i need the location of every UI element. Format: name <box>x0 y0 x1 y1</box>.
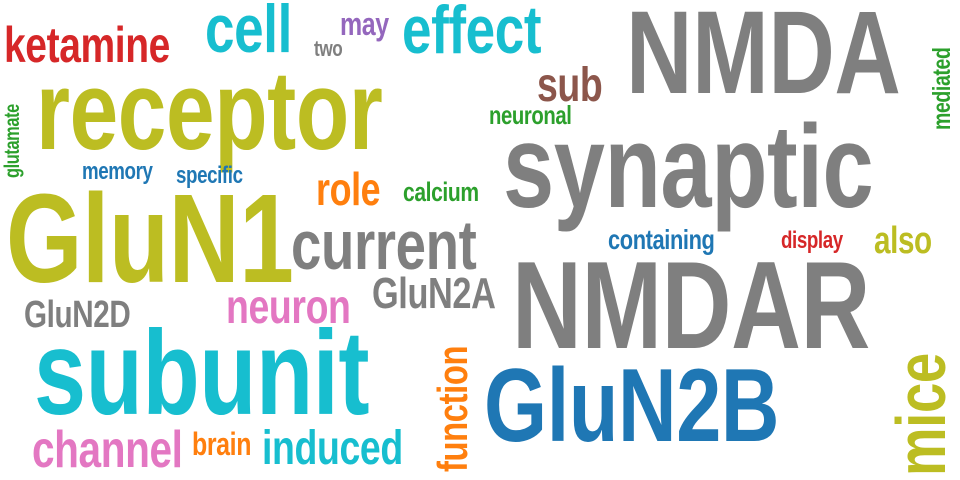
word-may: may <box>340 6 389 42</box>
word-two: two <box>314 36 343 61</box>
word-mediated: mediated <box>928 47 956 130</box>
word-glutamate: glutamate <box>1 104 24 178</box>
word-glun2d: GluN2D <box>24 294 131 336</box>
word-ketamine: ketamine <box>4 17 170 73</box>
word-sub: sub <box>537 59 603 112</box>
word-neuron: neuron <box>226 281 351 334</box>
word-effect: effect <box>402 0 542 68</box>
word-neuronal: neuronal <box>489 100 572 130</box>
word-also: also <box>874 220 932 262</box>
word-role: role <box>316 163 381 215</box>
word-subunit: subunit <box>34 306 370 440</box>
word-function: function <box>429 345 476 472</box>
word-glun2a: GluN2A <box>372 269 496 318</box>
word-glun2b: GluN2B <box>484 348 780 464</box>
word-mice: mice <box>882 353 960 476</box>
word-current: current <box>291 206 477 284</box>
word-nmdar: NMDAR <box>512 237 871 375</box>
word-brain: brain <box>192 426 252 462</box>
word-memory: memory <box>82 158 153 185</box>
word-specific: specific <box>176 162 243 189</box>
word-display: display <box>781 227 843 254</box>
word-receptor: receptor <box>36 48 383 173</box>
word-synaptic: synaptic <box>503 101 874 233</box>
word-nmda: NMDA <box>626 0 901 119</box>
word-cell: cell <box>205 0 292 67</box>
word-containing: containing <box>608 224 715 255</box>
word-channel: channel <box>32 421 183 479</box>
word-glun1: GluN1 <box>6 168 294 309</box>
word-calcium: calcium <box>403 177 479 207</box>
word-induced: induced <box>262 422 403 475</box>
